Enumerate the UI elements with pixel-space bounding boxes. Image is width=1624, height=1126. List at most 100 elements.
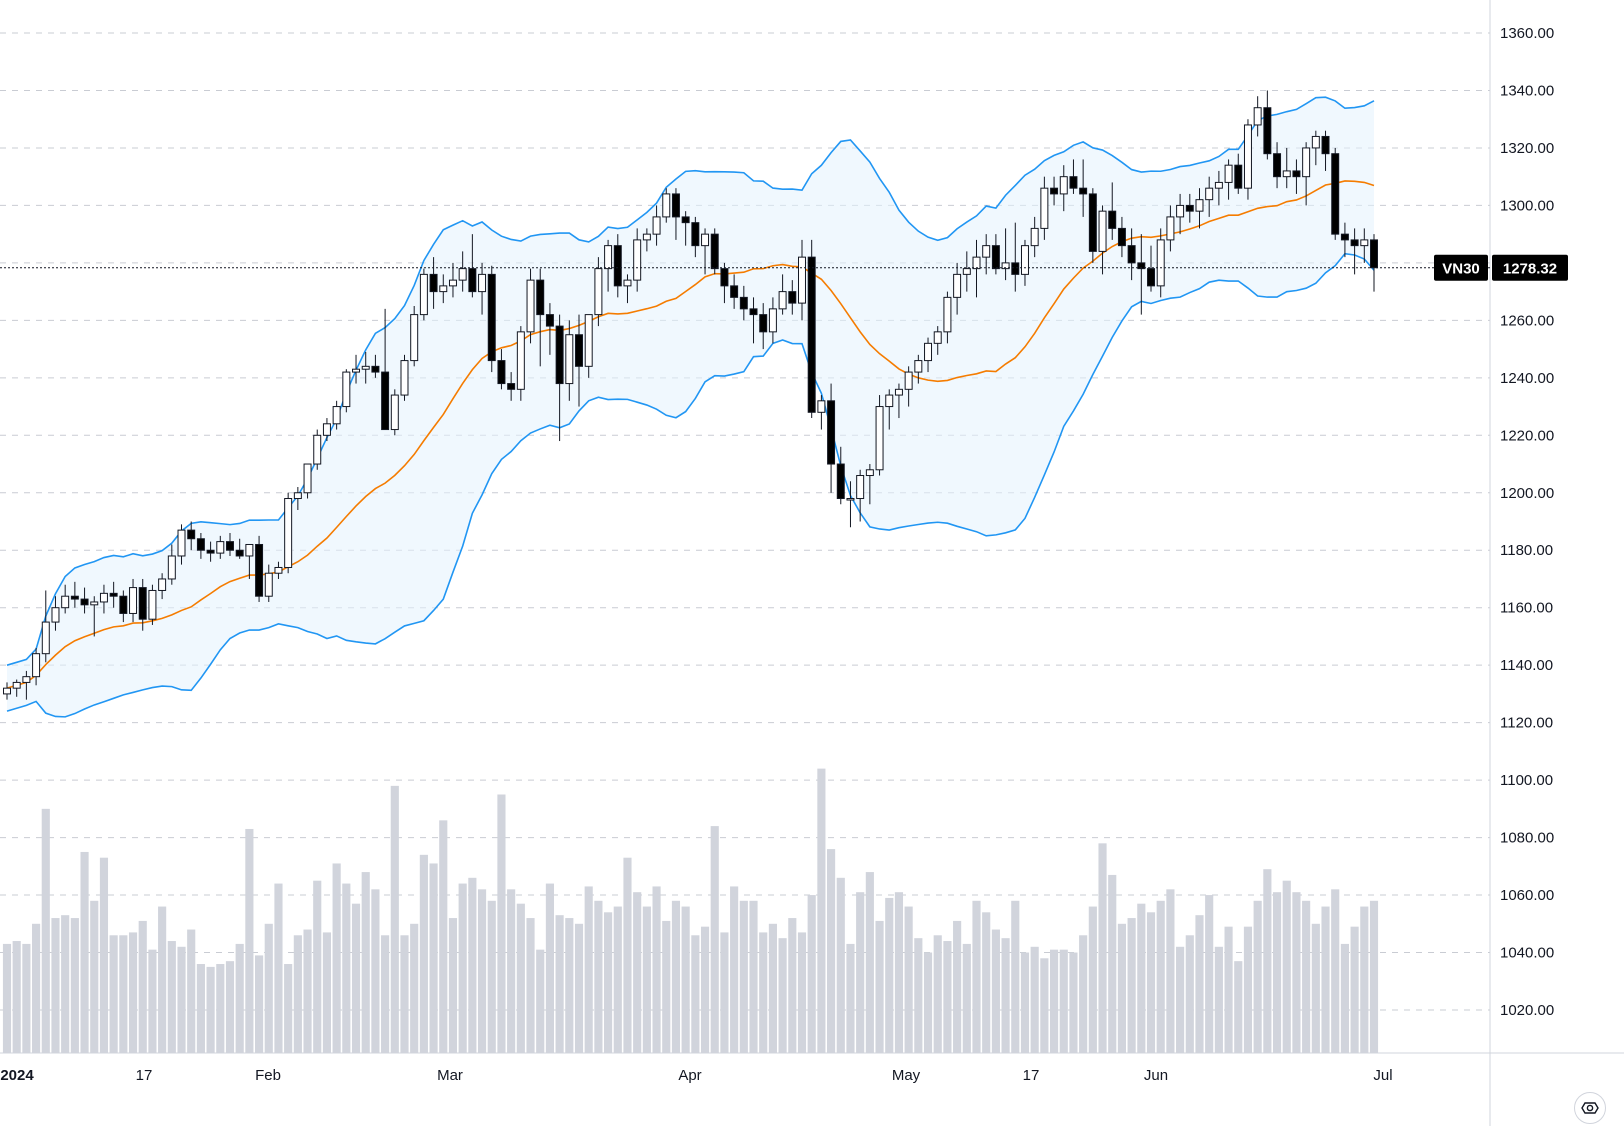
candle-body	[1030, 227, 1039, 247]
settings-icon[interactable]	[1574, 1092, 1606, 1124]
volume-bar	[1224, 926, 1233, 1053]
volume-bar	[41, 808, 50, 1053]
candle-body	[836, 463, 845, 500]
volume-bar	[342, 883, 351, 1053]
volume-bar	[720, 932, 729, 1053]
candle-body	[1001, 262, 1010, 270]
candle-body	[313, 434, 322, 465]
candle-body	[245, 543, 254, 557]
candle-body	[914, 360, 923, 373]
time-axis[interactable]: 2024 17 Feb Mar Apr May 17 Jun Jul	[0, 1052, 1624, 1084]
candle-body	[1350, 239, 1359, 247]
volume-bar	[710, 826, 719, 1053]
volume-bar	[429, 863, 438, 1053]
candle-body	[933, 331, 942, 344]
candle-body	[613, 245, 622, 287]
candle-body	[536, 279, 545, 316]
volume-bar	[749, 900, 758, 1053]
candle-body	[924, 342, 933, 362]
price-tick-label: 1080.00	[1500, 830, 1554, 847]
volume-bar	[1079, 935, 1088, 1053]
volume-bar	[662, 920, 671, 1053]
candle-body	[507, 383, 516, 390]
candle-body	[865, 469, 874, 477]
volume-bar	[109, 935, 118, 1053]
volume-bar	[1311, 923, 1320, 1053]
volume-bar	[361, 872, 370, 1053]
volume-bar	[1302, 900, 1311, 1053]
candle-body	[274, 566, 283, 574]
volume-bar	[351, 903, 361, 1053]
volume-bar	[894, 892, 904, 1053]
candle-body	[322, 423, 331, 436]
volume-bar	[778, 938, 787, 1053]
volume-bar	[1166, 889, 1175, 1053]
volume-bar	[1146, 912, 1156, 1053]
volume-bar	[700, 926, 710, 1053]
volume-bar	[332, 863, 341, 1053]
volume-bar	[1176, 946, 1185, 1053]
volume-bar	[1030, 946, 1039, 1053]
candle-body	[1224, 164, 1233, 183]
volume-bar	[856, 892, 865, 1053]
candle-body	[206, 549, 215, 554]
volume-bar	[70, 918, 79, 1053]
candle-body	[778, 291, 787, 310]
band-fill	[7, 97, 1374, 717]
volume-bar	[923, 952, 933, 1053]
time-tick-label: 17	[136, 1067, 153, 1084]
volume-bar	[410, 923, 419, 1053]
volume-bar	[953, 920, 962, 1053]
volume-bar	[613, 906, 622, 1053]
candle-body	[12, 681, 21, 689]
volume-bar	[12, 941, 21, 1053]
price-axis[interactable]: 1360.001340.001320.001300.001280.001260.…	[1489, 0, 1554, 1126]
candle-body	[953, 273, 962, 298]
volume-bar	[138, 920, 147, 1053]
bollinger-bands	[6, 96, 1375, 718]
volume-bar	[623, 857, 632, 1053]
candle-body	[1273, 153, 1282, 178]
volume-bar	[61, 915, 70, 1053]
candle-body	[681, 216, 690, 224]
candle-body	[642, 233, 651, 241]
upper-band-line	[6, 96, 1375, 666]
volume-bar	[468, 877, 477, 1053]
price-tick-label: 1200.00	[1500, 485, 1554, 502]
volume-bar	[119, 935, 128, 1053]
candle-body	[1069, 176, 1078, 189]
last-price-line: VN30 1278.32	[0, 254, 1568, 281]
candle-body	[187, 529, 196, 540]
candle-body	[1147, 268, 1156, 287]
candle-body	[962, 268, 971, 275]
volume-bar	[148, 949, 157, 1053]
price-tick-label: 1160.00	[1500, 600, 1553, 617]
price-tick-label: 1120.00	[1500, 715, 1553, 732]
candle-body	[652, 216, 661, 235]
candle-body	[1302, 147, 1311, 178]
candle-body	[807, 256, 816, 413]
volume-bar	[797, 932, 807, 1053]
candle-body	[32, 653, 41, 678]
volume-bar	[1049, 949, 1059, 1053]
candle-body	[604, 245, 613, 270]
volume-bar	[1069, 952, 1078, 1053]
candle-body	[584, 314, 593, 367]
candle-body	[419, 273, 428, 316]
volume-bar	[545, 883, 554, 1053]
volume-bar	[691, 935, 700, 1053]
candle-body	[448, 279, 457, 287]
lower-band-line	[6, 252, 1375, 718]
volume-bar	[1243, 926, 1253, 1053]
volume-bar	[584, 886, 593, 1053]
volume-bar	[99, 857, 109, 1053]
price-tick-label: 1300.00	[1500, 197, 1554, 214]
volume-bar	[371, 889, 380, 1053]
candle-body	[671, 193, 680, 218]
candle-body	[196, 538, 205, 551]
volume-bar	[865, 872, 874, 1053]
candle-body	[3, 687, 11, 695]
volume-bars	[2, 768, 1379, 1053]
volume-bar	[671, 900, 681, 1053]
